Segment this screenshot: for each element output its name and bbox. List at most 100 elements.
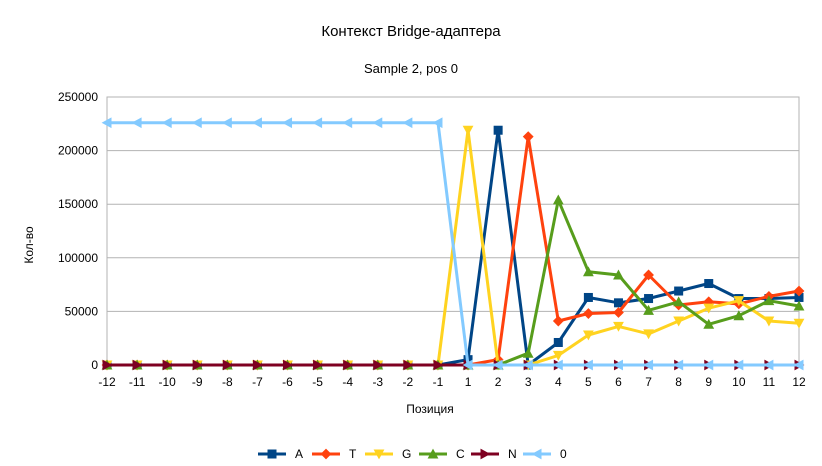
y-tick-label: 150000 — [58, 197, 98, 211]
legend-label: C — [456, 447, 465, 461]
x-tick-label: -7 — [252, 375, 263, 389]
data-point — [582, 359, 593, 371]
x-tick-label: 9 — [705, 375, 712, 389]
data-point — [432, 117, 443, 129]
data-point — [161, 117, 172, 129]
data-point — [132, 359, 143, 371]
data-point — [582, 266, 594, 277]
data-point — [462, 125, 474, 136]
x-tick-label: -11 — [129, 375, 146, 389]
data-point — [673, 359, 684, 371]
data-point — [131, 117, 142, 129]
data-point — [793, 318, 805, 329]
x-axis-label: Позиция — [406, 402, 453, 416]
data-point — [583, 292, 593, 302]
data-point — [282, 117, 293, 129]
data-point — [402, 117, 413, 129]
legend-label: G — [402, 447, 411, 461]
data-point — [673, 296, 685, 307]
gridlines — [107, 150, 799, 312]
legend-label: A — [295, 447, 303, 461]
legend-item-0: 0 — [523, 447, 567, 461]
data-point — [343, 359, 354, 371]
x-tick-label: -3 — [372, 375, 383, 389]
x-tick-label: 11 — [763, 375, 776, 389]
data-point — [252, 117, 262, 129]
x-tick-label: 8 — [675, 375, 682, 389]
x-tick-label: 12 — [792, 375, 806, 389]
data-point — [733, 296, 745, 307]
chart-subtitle: Sample 2, pos 0 — [364, 61, 458, 76]
data-point — [582, 308, 594, 319]
x-tick-label: -9 — [192, 375, 203, 389]
data-point — [373, 449, 385, 460]
data-point — [427, 448, 439, 459]
legend-label: 0 — [560, 447, 567, 461]
data-point — [613, 307, 624, 318]
x-tick-label: -5 — [312, 375, 323, 389]
legend-item-C: C — [419, 447, 465, 461]
x-tick-label: -2 — [403, 375, 414, 389]
y-tick-label: 250000 — [58, 90, 98, 104]
x-tick-label: 6 — [615, 375, 622, 389]
data-point — [320, 448, 332, 460]
y-tick-label: 50000 — [65, 304, 99, 318]
data-point — [613, 298, 623, 308]
data-point — [703, 359, 714, 371]
x-tick-label: 5 — [585, 375, 592, 389]
y-tick-label: 200000 — [58, 144, 98, 158]
data-point — [763, 295, 775, 306]
data-point — [552, 315, 564, 327]
data-point — [372, 117, 383, 129]
data-point — [283, 359, 293, 371]
data-point — [643, 359, 654, 371]
data-point — [644, 294, 654, 304]
x-tick-label: 7 — [645, 375, 652, 389]
x-tick-label: 3 — [525, 375, 532, 389]
legend-label: N — [508, 447, 517, 461]
data-point — [480, 448, 491, 460]
data-point — [643, 269, 654, 281]
data-point — [763, 359, 774, 371]
series-group — [101, 117, 805, 371]
data-point — [703, 303, 715, 314]
chart-title: Контекст Bridge-адаптера — [321, 23, 501, 40]
data-point — [191, 117, 202, 129]
series-line — [107, 121, 799, 367]
data-point — [102, 359, 113, 371]
y-tick-labels: 0 50000 100000 150000 200000 250000 — [58, 90, 98, 372]
data-point — [613, 359, 623, 371]
y-tick-label: 0 — [91, 358, 98, 372]
data-point — [313, 359, 324, 371]
series-C — [101, 194, 805, 370]
legend-label: T — [349, 447, 357, 461]
data-point — [552, 350, 564, 361]
data-point — [192, 359, 203, 371]
series-0 — [101, 117, 804, 371]
data-point — [267, 449, 277, 459]
data-point — [793, 300, 805, 311]
data-point — [704, 279, 714, 289]
data-point — [221, 117, 232, 129]
data-point — [462, 359, 473, 371]
data-point — [492, 359, 503, 371]
data-point — [613, 321, 624, 332]
legend: A T G C N 0 — [258, 447, 567, 461]
data-point — [793, 285, 805, 297]
data-point — [373, 359, 384, 371]
data-point — [101, 117, 112, 129]
series-line — [107, 198, 800, 367]
data-point — [763, 316, 775, 327]
data-point — [582, 330, 594, 341]
data-point — [342, 117, 353, 129]
plot-area — [106, 96, 800, 366]
data-point — [673, 316, 685, 327]
data-point — [222, 359, 233, 371]
x-tick-label: -4 — [342, 375, 353, 389]
data-point — [552, 359, 563, 371]
data-point — [733, 310, 745, 321]
data-point — [552, 194, 564, 205]
data-point — [553, 337, 563, 347]
x-tick-label: -10 — [159, 375, 177, 389]
